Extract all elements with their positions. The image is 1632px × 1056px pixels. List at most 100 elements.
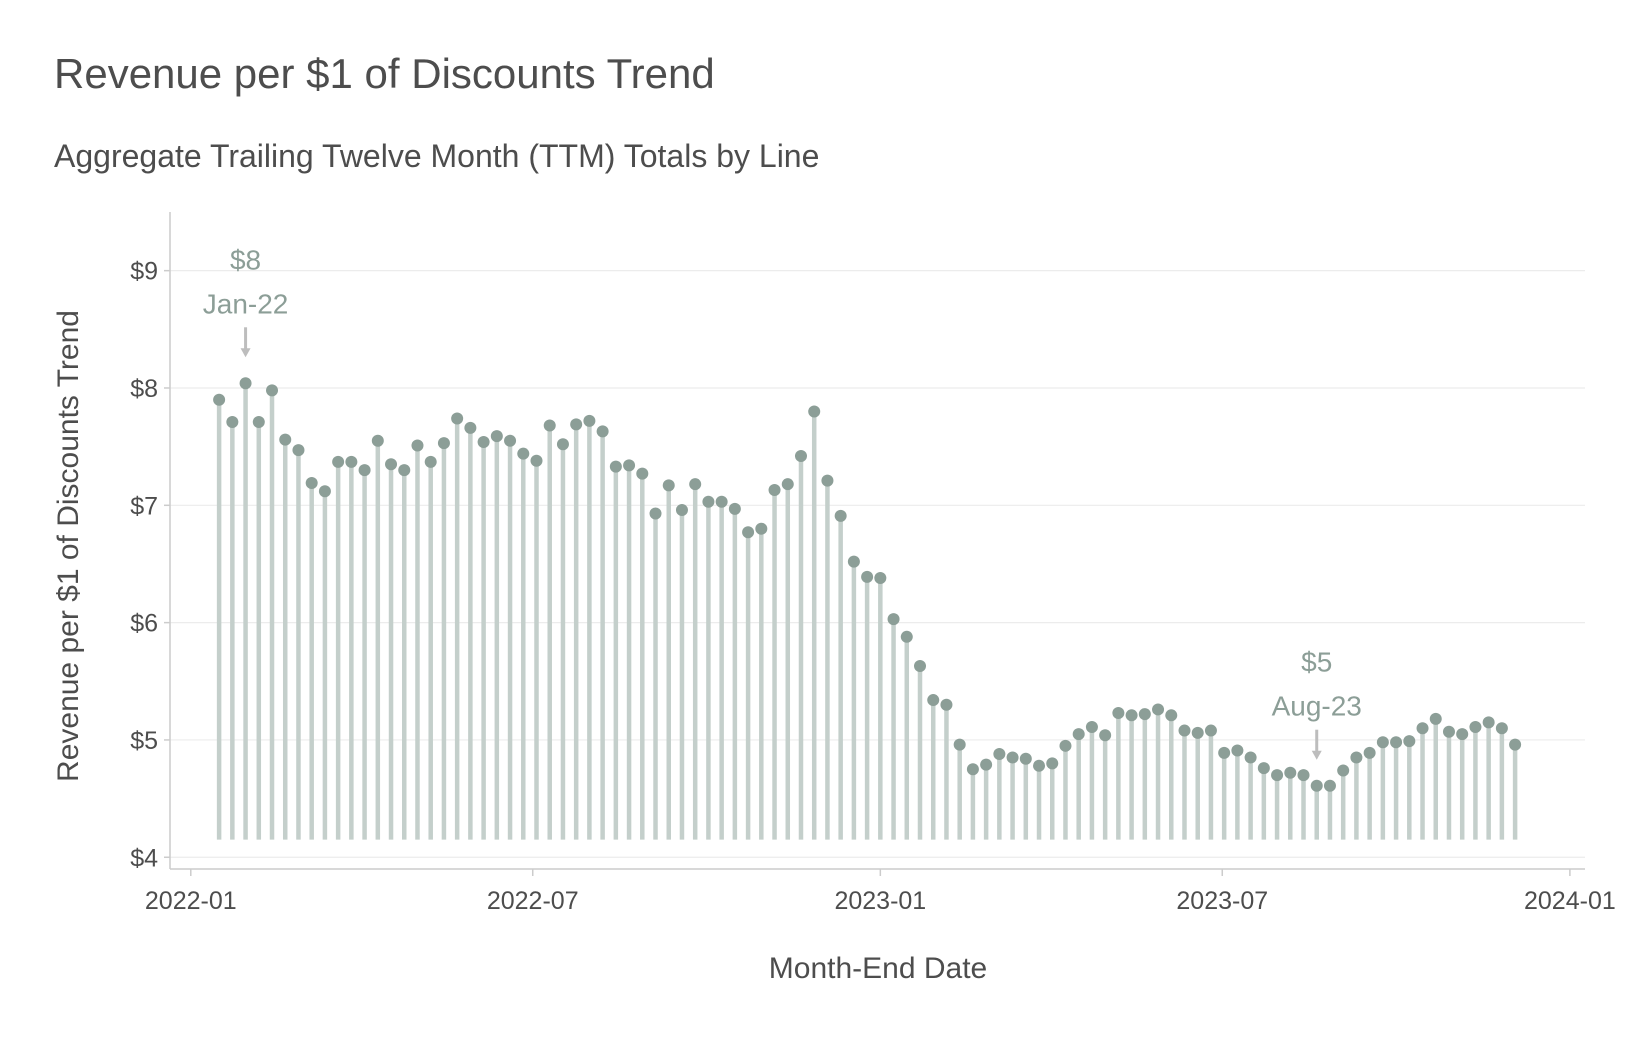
data-point — [728, 502, 741, 515]
data-point — [742, 526, 755, 539]
data-point — [993, 748, 1006, 761]
data-point — [966, 763, 979, 776]
data-point — [490, 430, 503, 443]
annotation-date-label: Aug-23 — [1272, 691, 1362, 722]
data-point — [543, 419, 556, 432]
data-point — [1403, 735, 1416, 748]
y-tick-labels: $4 $5 $6 $7 $8 $9 — [130, 258, 170, 872]
x-tick-label: 2024-01 — [1524, 887, 1616, 915]
data-point — [596, 425, 609, 438]
data-point — [1059, 739, 1072, 752]
annotation-arrow-head — [1311, 750, 1322, 760]
data-point — [1284, 766, 1297, 779]
data-point — [1204, 724, 1217, 737]
y-tick-label: $6 — [130, 610, 158, 638]
data-point — [1218, 746, 1231, 759]
data-point — [213, 393, 226, 406]
data-point — [1231, 744, 1244, 757]
data-point — [874, 572, 887, 585]
annotation-value-label: $5 — [1301, 647, 1332, 678]
data-point — [1006, 751, 1019, 764]
data-point — [437, 437, 450, 450]
data-point — [847, 555, 860, 568]
data-point — [570, 418, 583, 431]
data-point — [834, 509, 847, 522]
data-point — [226, 416, 239, 429]
data-point — [755, 522, 768, 535]
data-point — [1429, 712, 1442, 725]
data-point — [1244, 751, 1257, 764]
data-point — [675, 503, 688, 516]
data-point — [794, 450, 807, 463]
data-point — [821, 474, 834, 487]
data-point — [239, 377, 252, 390]
data-point — [887, 613, 900, 626]
y-tick-label: $5 — [130, 727, 158, 755]
data-point — [1390, 736, 1403, 749]
data-point — [1152, 703, 1165, 716]
data-point — [1271, 769, 1284, 782]
annotation-arrow-head — [240, 348, 251, 358]
data-point — [1482, 716, 1495, 729]
data-point — [517, 447, 530, 460]
data-point — [1442, 725, 1455, 738]
data-point — [768, 484, 781, 497]
data-point — [318, 485, 331, 498]
data-point — [861, 570, 874, 583]
data-point — [1416, 722, 1429, 735]
data-point — [636, 467, 649, 480]
y-tick-label: $9 — [130, 258, 158, 286]
data-point — [424, 455, 437, 468]
x-tick-label: 2022-01 — [145, 887, 237, 915]
data-point — [371, 434, 384, 447]
x-tick-label: 2022-07 — [487, 887, 579, 915]
data-point — [411, 439, 424, 452]
y-axis-title: Revenue per $1 of Discounts Trend — [52, 310, 85, 782]
x-axis-title: Month-End Date — [769, 952, 987, 985]
data-point — [266, 384, 279, 397]
data-point — [385, 458, 398, 471]
data-point — [1509, 738, 1522, 751]
data-point — [980, 758, 993, 771]
data-point — [1112, 706, 1125, 719]
data-point — [1495, 722, 1508, 735]
data-point — [1257, 762, 1270, 775]
data-point — [358, 464, 371, 477]
data-point — [1310, 779, 1323, 792]
data-point — [1350, 751, 1363, 764]
data-point — [451, 412, 464, 425]
data-point — [252, 416, 265, 429]
data-point — [1376, 736, 1389, 749]
annotation-value-label: $8 — [230, 244, 261, 275]
chart-title: Revenue per $1 of Discounts Trend — [54, 50, 715, 97]
data-point — [781, 478, 794, 491]
annotation-date-label: Jan-22 — [203, 288, 289, 319]
data-point — [1138, 708, 1151, 721]
data-point — [464, 421, 477, 434]
data-point — [345, 455, 358, 468]
data-point — [649, 507, 662, 520]
data-point — [1469, 721, 1482, 734]
data-point — [1297, 769, 1310, 782]
data-point — [1125, 709, 1138, 722]
data-point — [662, 479, 675, 492]
data-point — [292, 444, 305, 457]
data-point — [609, 460, 622, 473]
data-point — [305, 477, 318, 490]
y-tick-label: $4 — [130, 844, 158, 872]
data-point — [1191, 726, 1204, 739]
data-point — [1072, 728, 1085, 741]
data-point — [1178, 724, 1191, 737]
points — [213, 377, 1522, 792]
data-point — [332, 455, 345, 468]
annotations: Jan-22 $8 Aug-23 $5 — [203, 244, 1362, 760]
data-point — [953, 738, 966, 751]
data-point — [900, 630, 913, 643]
data-point — [1046, 757, 1059, 770]
data-point — [1337, 764, 1350, 777]
data-point — [583, 414, 596, 427]
data-point — [1099, 729, 1112, 742]
data-point — [689, 478, 702, 491]
data-point — [927, 694, 940, 707]
